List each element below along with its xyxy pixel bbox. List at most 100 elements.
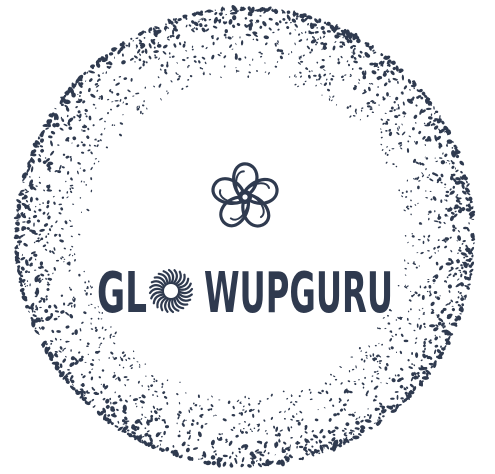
speck xyxy=(450,175,454,181)
speck xyxy=(403,85,407,90)
speck xyxy=(44,157,47,159)
speck xyxy=(46,212,50,216)
speck xyxy=(48,184,51,188)
speck xyxy=(125,420,130,423)
speck xyxy=(287,426,291,432)
speck xyxy=(197,394,200,399)
speck xyxy=(412,386,417,392)
speck xyxy=(179,42,182,46)
speck xyxy=(132,434,138,440)
speck xyxy=(353,381,356,383)
speck xyxy=(318,18,322,23)
speck xyxy=(45,298,48,301)
speck xyxy=(213,450,217,453)
speck xyxy=(410,376,414,382)
speck xyxy=(86,286,89,290)
speck xyxy=(440,309,445,314)
speck xyxy=(197,21,200,23)
speck xyxy=(342,403,347,407)
speck xyxy=(199,405,201,407)
speck xyxy=(266,397,269,400)
speck xyxy=(71,142,73,144)
speck xyxy=(440,345,442,348)
speck xyxy=(414,291,418,295)
speck xyxy=(129,395,132,397)
speck xyxy=(23,283,26,285)
speck xyxy=(240,429,242,433)
speck xyxy=(398,125,400,129)
speck xyxy=(47,284,49,287)
speck xyxy=(264,62,266,64)
speck xyxy=(38,153,42,157)
speck xyxy=(207,398,209,401)
speck xyxy=(19,284,24,287)
speck xyxy=(438,221,442,224)
speck xyxy=(114,331,117,335)
speck xyxy=(310,451,316,454)
speck xyxy=(69,187,72,191)
speck xyxy=(349,39,353,44)
speck xyxy=(456,197,462,200)
speck xyxy=(449,236,452,239)
speck xyxy=(363,359,366,363)
speck xyxy=(358,67,363,70)
speck xyxy=(141,384,143,387)
speck xyxy=(110,421,112,424)
speck xyxy=(445,162,447,164)
speck xyxy=(100,133,103,136)
speck xyxy=(451,173,456,177)
speck xyxy=(386,314,390,317)
speck xyxy=(34,327,37,330)
speck xyxy=(451,141,454,143)
speck xyxy=(429,121,432,124)
speck xyxy=(428,210,432,214)
speck xyxy=(67,381,70,384)
speck xyxy=(122,366,125,369)
speck xyxy=(446,143,449,145)
speck xyxy=(433,327,439,332)
speck xyxy=(122,41,125,45)
speck xyxy=(44,124,46,127)
speck xyxy=(460,297,465,301)
speck xyxy=(67,121,71,125)
speck xyxy=(339,33,344,36)
speck xyxy=(62,358,66,363)
speck xyxy=(303,446,307,451)
speck xyxy=(74,360,79,365)
speck xyxy=(20,189,25,192)
speck xyxy=(429,291,432,295)
speck xyxy=(140,33,143,36)
speck xyxy=(407,310,410,313)
speck xyxy=(449,190,455,195)
speck xyxy=(207,460,210,464)
speck xyxy=(349,115,352,118)
speck xyxy=(336,444,340,447)
speck xyxy=(451,305,454,307)
speck xyxy=(64,220,68,225)
speck xyxy=(259,453,261,456)
speck xyxy=(75,106,78,109)
speck xyxy=(382,317,385,319)
speck xyxy=(326,391,328,394)
speck xyxy=(402,399,404,403)
speck xyxy=(98,160,100,163)
speck xyxy=(44,309,49,313)
speck xyxy=(332,433,336,436)
speck xyxy=(24,270,28,274)
speck xyxy=(332,442,338,447)
speck xyxy=(90,317,93,320)
speck xyxy=(130,367,133,370)
speck xyxy=(310,48,313,52)
speck xyxy=(304,425,308,428)
speck xyxy=(368,83,372,85)
speck xyxy=(109,397,112,401)
speck xyxy=(461,183,465,190)
speck xyxy=(97,74,101,78)
speck xyxy=(420,365,424,368)
speck xyxy=(326,30,331,33)
speck xyxy=(334,426,339,430)
speck xyxy=(354,411,356,414)
speck xyxy=(122,410,127,414)
speck xyxy=(37,237,40,240)
speck xyxy=(463,256,466,259)
